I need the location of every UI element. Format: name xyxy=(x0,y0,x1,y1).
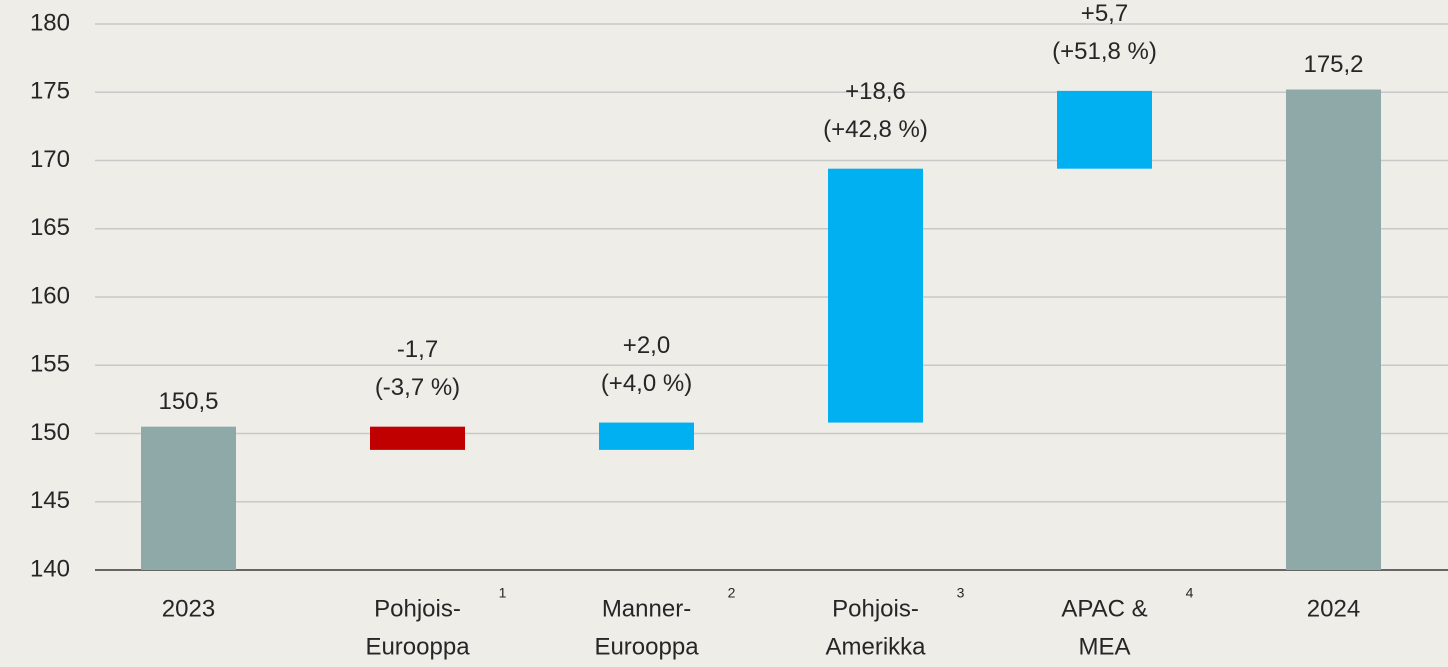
x-tick-label: Pohjois- xyxy=(374,595,461,622)
change-label: (-3,7 %) xyxy=(375,374,460,401)
x-tick-label: Pohjois- xyxy=(832,595,919,622)
x-tick-label: Amerikka xyxy=(825,633,926,660)
bar xyxy=(599,422,694,450)
x-tick-label: APAC & xyxy=(1061,595,1147,622)
value-label: +5,7 xyxy=(1081,0,1128,27)
y-tick-label: 140 xyxy=(30,555,70,582)
x-tick-label: Eurooppa xyxy=(594,633,699,660)
bar xyxy=(828,168,923,423)
y-tick-label: 165 xyxy=(30,214,70,241)
value-label: -1,7 xyxy=(397,336,438,363)
y-tick-label: 145 xyxy=(30,487,70,514)
change-label: (+42,8 %) xyxy=(823,116,928,143)
x-tick-label: Manner- xyxy=(602,595,691,622)
value-label: 150,5 xyxy=(158,388,218,415)
bar xyxy=(1057,90,1152,169)
y-tick-label: 170 xyxy=(30,146,70,173)
value-label: 175,2 xyxy=(1303,51,1363,78)
bar xyxy=(141,426,236,570)
bar xyxy=(370,426,465,450)
value-label: +18,6 xyxy=(845,78,906,105)
y-tick-label: 150 xyxy=(30,419,70,446)
footnote-marker: 1 xyxy=(499,585,507,601)
y-tick-label: 160 xyxy=(30,282,70,309)
change-label: (+51,8 %) xyxy=(1052,38,1157,65)
y-tick-label: 180 xyxy=(30,9,70,36)
x-tick-label: Eurooppa xyxy=(365,633,470,660)
footnote-marker: 4 xyxy=(1186,585,1194,601)
y-tick-label: 155 xyxy=(30,351,70,378)
x-tick-label: 2024 xyxy=(1307,595,1360,622)
x-tick-label: 2023 xyxy=(162,595,215,622)
y-tick-label: 175 xyxy=(30,78,70,105)
footnote-marker: 3 xyxy=(957,585,965,601)
value-label: +2,0 xyxy=(623,332,670,359)
x-tick-label: MEA xyxy=(1078,633,1130,660)
footnote-marker: 2 xyxy=(728,585,736,601)
change-label: (+4,0 %) xyxy=(601,370,692,397)
bar xyxy=(1286,89,1381,571)
